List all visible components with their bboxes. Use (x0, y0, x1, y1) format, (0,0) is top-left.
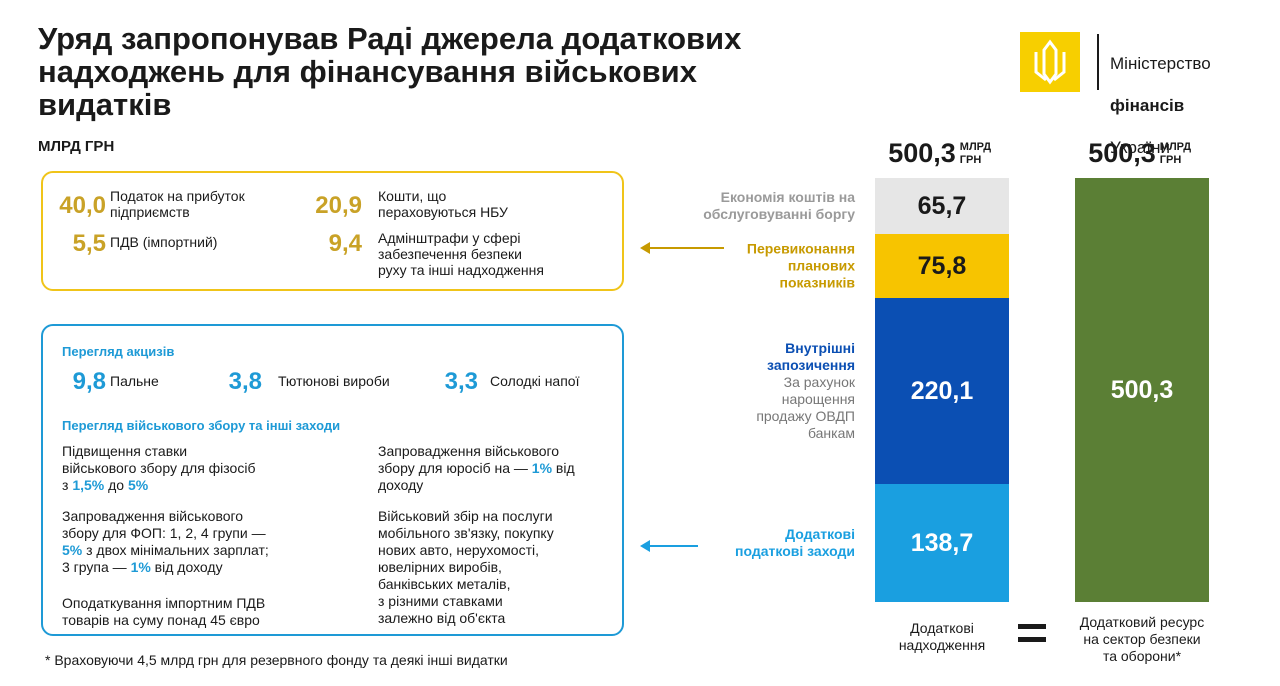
item-label: Кошти, що пераховуються НБУ (378, 188, 508, 220)
note-text: Запровадження військового збору для юрос… (378, 443, 560, 476)
total-label: 500,3 (888, 138, 956, 168)
arrow (640, 242, 724, 254)
note-accent: 5% (127, 477, 149, 493)
total-group: 500,3 МЛРД ГРН (875, 138, 1009, 169)
series-label-group: Перевиконання планових показників (747, 240, 855, 291)
note: Військовий збір на послуги мобільного зв… (378, 508, 554, 627)
total-unit: МЛРД ГРН (1159, 141, 1192, 166)
item-label: Адмінштрафи у сфері забезпечення безпеки… (378, 230, 544, 278)
note: Оподаткування імпортним ПДВ товарів на с… (62, 595, 265, 629)
note-text: від доходу (378, 460, 575, 493)
note-text: Запровадження військового збору для ФОП:… (62, 508, 266, 541)
total-unit: МЛРД ГРН (959, 141, 992, 166)
note-text: від доходу (150, 559, 223, 575)
income-box (41, 171, 624, 291)
bar-segment (875, 297, 1009, 485)
item-label: Тютюнові вироби (278, 373, 390, 389)
series-note: За рахунок нарощення продажу ОВДП банкам (756, 374, 855, 442)
item-value: 20,9 (315, 192, 362, 219)
series-label: Додаткові податкові заходи (735, 526, 855, 560)
item-value: 3,3 (444, 368, 478, 395)
item-label: Пальне (110, 373, 159, 389)
bar-segment (875, 484, 1009, 602)
note-text: Військовий збір на послуги мобільного зв… (378, 508, 554, 626)
note-text: Оподаткування імпортним ПДВ товарів на с… (62, 595, 266, 628)
value-label: 75,8 (917, 251, 967, 280)
series-label: Внутрішні запозичення (767, 340, 855, 374)
title: Уряд запропонував Раді джерела додаткови… (38, 21, 742, 122)
category-label: Додатковий ресурс на сектор безпеки та о… (1079, 614, 1205, 664)
value-label: 138,7 (910, 529, 974, 558)
ministry: Міністерство фінансів України (1110, 32, 1211, 179)
item-value: 3,8 (228, 368, 262, 395)
logo-divider (1097, 34, 1099, 90)
total-label: 500,3 (1088, 138, 1156, 168)
equals (1018, 624, 1046, 629)
series-label-group: Внутрішні запозичення За рахунок нарощенн… (756, 340, 855, 442)
item-value: 9,8 (72, 368, 106, 395)
item-label: Податок на прибуток підприємств (110, 188, 245, 220)
series-label: Перевиконання планових показників (746, 240, 855, 291)
value-label: 220,1 (910, 377, 974, 406)
note-accent: 5% (62, 542, 83, 558)
item-value: 40,0 (59, 192, 106, 219)
item-label: Солодкі напої (490, 373, 580, 389)
ministry-line: України (1110, 138, 1170, 157)
footnote: * Враховуючи 4,5 млрд грн для резервного… (45, 652, 508, 668)
note-text: до (104, 477, 128, 493)
ministry-line: Міністерство (1110, 54, 1211, 73)
item-value: 9,4 (328, 230, 362, 257)
note-text: Підвищення ставки військового збору для … (62, 443, 256, 493)
note-text: з двох мінімальних зарплат; 3 група — (62, 542, 269, 575)
item-value: 5,5 (72, 230, 106, 257)
series-label: Економія коштів на обслуговуванні боргу (703, 188, 855, 222)
note-accent: 1% (531, 460, 553, 476)
note: Запровадження військового збору для ФОП:… (62, 508, 269, 576)
value-label: 65,7 (917, 191, 967, 220)
bar-segment (1075, 178, 1209, 602)
series-label-group: Економія коштів на обслуговуванні боргу (703, 189, 855, 223)
bar-segment (875, 178, 1009, 234)
logo (1020, 32, 1080, 92)
note: Запровадження військового збору для юрос… (378, 443, 575, 494)
note: Підвищення ставки військового збору для … (62, 443, 255, 494)
category-label: Додаткові надходження (898, 620, 986, 653)
measures-box (41, 324, 624, 636)
unit-label: МЛРД ГРН (38, 138, 115, 155)
series-label-group: Додаткові податкові заходи (735, 526, 855, 560)
note-accent: 1% (130, 559, 151, 575)
equals (1018, 637, 1046, 642)
bar-segment (875, 233, 1009, 298)
value-label: 500,3 (1110, 376, 1174, 404)
section-heading: Перегляд акцизів (62, 344, 175, 359)
ministry-line: фінансів (1110, 96, 1185, 115)
note-accent: 1,5% (72, 477, 105, 493)
total-group: 500,3 МЛРД ГРН (1075, 138, 1209, 169)
section-heading: Перегляд військового збору та інші заход… (62, 418, 341, 433)
arrow (640, 540, 698, 552)
item-label: ПДВ (імпортний) (110, 234, 218, 250)
